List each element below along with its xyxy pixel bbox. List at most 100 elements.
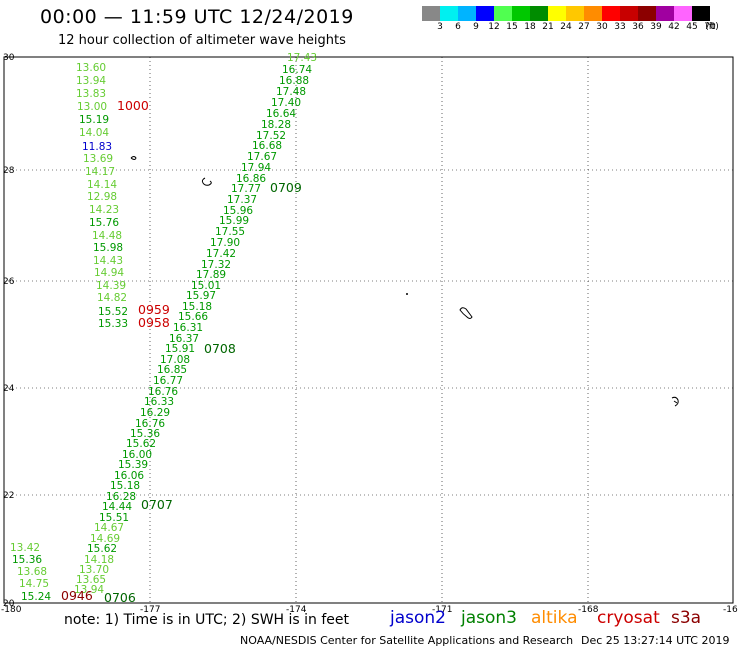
wave-height-reading: 15.62 — [87, 543, 117, 555]
legend-swatch — [566, 6, 584, 21]
wave-height-reading: 17.89 — [196, 269, 226, 281]
credit-line: NOAA/NESDIS Center for Satellite Applica… — [240, 634, 574, 647]
wave-height-reading: 13.60 — [76, 62, 106, 74]
island-outline — [130, 156, 137, 160]
x-tick-label: -171 — [432, 605, 452, 615]
legend-swatch — [620, 6, 638, 21]
wave-height-reading: 15.51 — [99, 512, 129, 524]
wave-height-reading: 15.62 — [126, 438, 156, 450]
legend-label: 6 — [455, 22, 461, 32]
wave-height-reading: 16.33 — [144, 396, 174, 408]
legend-label: (ft) — [705, 22, 719, 32]
legend-swatch — [512, 6, 530, 21]
wave-height-reading: 15.39 — [118, 459, 148, 471]
legend-label: 30 — [596, 22, 608, 32]
wave-height-reading: 15.96 — [223, 205, 253, 217]
wave-height-reading: 13.68 — [17, 566, 47, 578]
legend-swatch — [674, 6, 692, 21]
legend-label: 27 — [578, 22, 590, 32]
y-tick-label: 26 — [3, 277, 15, 287]
wave-height-reading: 17.08 — [160, 354, 190, 366]
wave-height-reading: 14.69 — [90, 533, 120, 545]
legend-label: 24 — [560, 22, 572, 32]
x-tick-label: -180 — [1, 605, 22, 615]
legend-swatch — [476, 6, 494, 21]
wave-height-reading: 17.42 — [206, 248, 236, 260]
pass-time-label: 0707 — [141, 497, 173, 512]
wave-height-reading: 13.65 — [76, 574, 106, 586]
pass-time-label: 1000 — [117, 98, 149, 113]
legend-label: 36 — [632, 22, 644, 32]
legend-label: 3 — [437, 22, 443, 32]
wave-height-reading: 17.90 — [210, 237, 240, 249]
wave-height-reading: 17.55 — [215, 226, 245, 238]
pass-time-label: 0959 — [138, 302, 170, 317]
wave-height-reading: 13.70 — [79, 564, 109, 576]
wave-height-reading: 15.36 — [130, 428, 160, 440]
y-tick-label: 28 — [3, 166, 15, 176]
wave-height-reading: 15.18 — [182, 301, 212, 313]
legend-swatch — [656, 6, 674, 21]
y-tick-label: 20 — [3, 599, 15, 609]
legend-swatch — [422, 6, 440, 21]
wave-height-reading: 15.24 — [21, 591, 51, 603]
wave-height-reading: 17.52 — [256, 130, 286, 142]
legend-label: 12 — [488, 22, 500, 32]
wave-height-reading: 17.40 — [271, 97, 301, 109]
wave-height-reading: 14.04 — [79, 127, 109, 139]
x-tick-label: -16 — [723, 605, 738, 615]
map-frame — [3, 56, 734, 604]
wave-height-reading: 14.17 — [85, 166, 115, 178]
wave-height-reading: 16.28 — [106, 491, 136, 503]
wave-height-reading: 14.75 — [19, 578, 49, 590]
wave-height-reading: 16.88 — [279, 75, 309, 87]
x-tick-label: -177 — [140, 605, 160, 615]
pass-time-label: 0946 — [61, 588, 93, 603]
pass-time-label: 0706 — [104, 590, 136, 605]
legend-label: 21 — [542, 22, 554, 32]
wave-height-reading: 14.44 — [102, 501, 132, 513]
x-tick-label: -174 — [286, 605, 307, 615]
chart-title: 00:00 — 11:59 UTC 12/24/2019 — [40, 6, 354, 28]
satellite-label-s3a: s3a — [671, 608, 702, 628]
island-outline — [671, 396, 679, 407]
satellite-label-cryosat: cryosat — [597, 608, 660, 628]
pass-time-label: 0708 — [204, 341, 236, 356]
wave-height-reading: 13.94 — [76, 75, 106, 87]
wave-height-reading: 15.98 — [93, 242, 123, 254]
wave-height-reading: 15.18 — [110, 480, 140, 492]
wave-height-reading: 17.32 — [201, 259, 231, 271]
wave-height-reading: 16.31 — [173, 322, 203, 334]
legend-swatch — [692, 6, 710, 21]
wave-height-reading: 17.48 — [276, 86, 306, 98]
wave-height-reading: 16.68 — [252, 140, 282, 152]
satellite-label-jason3: jason3 — [461, 608, 517, 628]
wave-height-reading: 17.77 — [231, 183, 261, 195]
wave-height-reading: 15.97 — [186, 290, 216, 302]
wave-height-reading: 16.86 — [236, 173, 266, 185]
wave-height-reading: 16.37 — [169, 333, 199, 345]
wave-height-reading: 16.64 — [266, 108, 296, 120]
chart-subtitle: 12 hour collection of altimeter wave hei… — [58, 33, 346, 48]
legend-swatch — [548, 6, 566, 21]
island-dot — [406, 293, 408, 295]
wave-height-reading: 15.66 — [178, 311, 208, 323]
wave-height-reading: 15.91 — [165, 343, 195, 355]
pass-time-label: 0709 — [270, 180, 302, 195]
legend-label: 18 — [524, 22, 536, 32]
wave-height-reading: 13.94 — [74, 584, 104, 596]
satellite-label-jason2: jason2 — [390, 608, 446, 628]
legend-label: 39 — [650, 22, 662, 32]
legend-label: 33 — [614, 22, 626, 32]
wave-height-reading: 16.77 — [153, 375, 183, 387]
legend-label: 42 — [668, 22, 680, 32]
wave-height-reading: 14.43 — [93, 255, 123, 267]
y-tick-label: 30 — [3, 53, 15, 63]
color-legend-labels: 3 6 9 12 15 18 21 24 27 30 33 36 39 42 45 70 (ft) — [422, 22, 740, 34]
wave-height-reading: 14.23 — [89, 204, 119, 216]
x-tick-label: -168 — [578, 605, 599, 615]
wave-height-reading: 15.99 — [219, 215, 249, 227]
legend-swatch — [494, 6, 512, 21]
legend-label: 9 — [473, 22, 479, 32]
